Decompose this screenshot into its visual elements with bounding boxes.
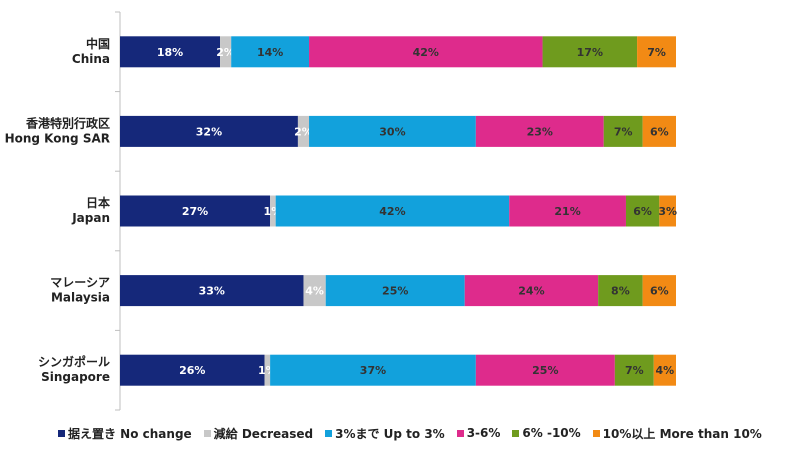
legend-item: 6% -10% <box>512 426 581 440</box>
bar-segment <box>120 36 221 68</box>
bar-segment <box>309 115 476 147</box>
bar-segment <box>231 36 310 68</box>
data-label: 8% <box>611 285 630 298</box>
category-label-english: China <box>72 52 110 66</box>
legend-swatch <box>203 429 211 437</box>
bar-segment <box>653 354 676 386</box>
bar-segment <box>598 275 643 307</box>
legend-swatch <box>592 429 600 437</box>
bar-segment <box>475 115 604 147</box>
category-label-japanese: 香港特別行政区 <box>25 115 110 130</box>
data-label: 6% <box>650 285 669 298</box>
legend-label: 3%まで Up to 3% <box>335 426 445 441</box>
category-axis-ticks <box>115 11 120 411</box>
data-label: 24% <box>518 285 544 298</box>
legend-swatch <box>58 429 65 437</box>
legend-label: 6% -10% <box>522 426 581 440</box>
bar-segment <box>509 195 626 227</box>
legend-item: 据え置き No change <box>58 425 192 442</box>
data-label: 27% <box>182 205 208 218</box>
data-label: 23% <box>527 125 553 138</box>
data-label: 6% <box>633 205 652 218</box>
stacked-bar-chart: 18% 2% 14% 42% 17% 7%32% 2% 30% 23% 7% 6%27% 1% 42% 2… <box>5 11 677 411</box>
legend-swatch <box>512 429 520 437</box>
data-label: 4% <box>656 364 675 377</box>
data-label: 7% <box>614 125 633 138</box>
data-label: 26% <box>179 364 205 377</box>
data-label: 18% <box>157 46 183 59</box>
data-label: 33% <box>199 285 225 298</box>
bar-segment <box>475 354 615 386</box>
data-label: 25% <box>382 285 408 298</box>
category-label-english: Hong Kong SAR <box>5 131 110 145</box>
legend: 据え置き No change 減給 Decreased 3%まで Up to 3% 3… <box>58 424 800 442</box>
bar-segment <box>275 195 510 227</box>
bar-segment <box>659 195 676 227</box>
category-label-japanese: 中国 <box>86 36 110 51</box>
data-label: 14% <box>257 46 283 59</box>
category-label-japanese: シンガポール <box>38 354 110 369</box>
data-label: 21% <box>554 205 580 218</box>
legend-label: 据え置き No change <box>68 426 192 441</box>
legend-swatch <box>456 429 464 437</box>
legend-item: 3%まで Up to 3% <box>325 425 445 442</box>
data-label: 42% <box>413 46 439 59</box>
bar-segment <box>625 195 660 227</box>
data-label: 6% <box>650 125 669 138</box>
legend-item: 減給 Decreased <box>203 425 314 442</box>
data-label: 7% <box>625 364 644 377</box>
bar-segment <box>270 195 276 227</box>
legend-label: 減給 Decreased <box>213 426 314 441</box>
legend-item: 3-6% <box>456 426 501 440</box>
legend-item: 10%以上 More than 10% <box>592 425 762 442</box>
legend-label: 10%以上 More than 10% <box>602 426 762 441</box>
bar-segment <box>603 115 643 147</box>
data-label: 7% <box>647 46 666 59</box>
bar-segment <box>309 36 543 68</box>
data-label: 32% <box>196 125 222 138</box>
bar-segment <box>642 115 676 147</box>
bar-segment <box>120 275 304 307</box>
legend-swatch <box>325 429 333 437</box>
category-label-english: Singapore <box>41 370 110 384</box>
data-label: 42% <box>379 205 405 218</box>
data-label: 25% <box>532 364 558 377</box>
data-label: 3% <box>658 205 677 218</box>
bar-segment <box>303 275 326 307</box>
data-label: 2% <box>294 125 313 138</box>
category-label-english: Malaysia <box>51 291 110 305</box>
bar-series-group: 18% 2% 14% 42% 17% 7%32% 2% 30% 23% 7% 6%27% 1% 42% 2… <box>120 36 677 386</box>
bar-segment <box>120 195 271 227</box>
data-label: 17% <box>577 46 603 59</box>
bar-segment <box>325 275 465 307</box>
bar-segment <box>270 354 476 386</box>
category-label-english: Japan <box>71 211 110 225</box>
data-label: 2% <box>216 46 235 59</box>
bar-segment <box>542 36 638 68</box>
data-label: 30% <box>379 125 405 138</box>
bar-segment <box>297 115 310 147</box>
bar-segment <box>220 36 232 68</box>
bar-segment <box>120 115 298 147</box>
legend-label: 3-6% <box>466 426 501 440</box>
bar-segment <box>464 275 599 307</box>
category-label-japanese: マレーシア <box>50 276 110 290</box>
bar-segment <box>642 275 676 307</box>
bar-segment <box>614 354 654 386</box>
data-label: 37% <box>360 364 386 377</box>
bar-segment <box>637 36 676 68</box>
bar-segment <box>264 354 271 386</box>
category-label-japanese: 日本 <box>86 195 110 210</box>
data-label: 4% <box>305 285 324 298</box>
bar-segment <box>120 354 265 386</box>
